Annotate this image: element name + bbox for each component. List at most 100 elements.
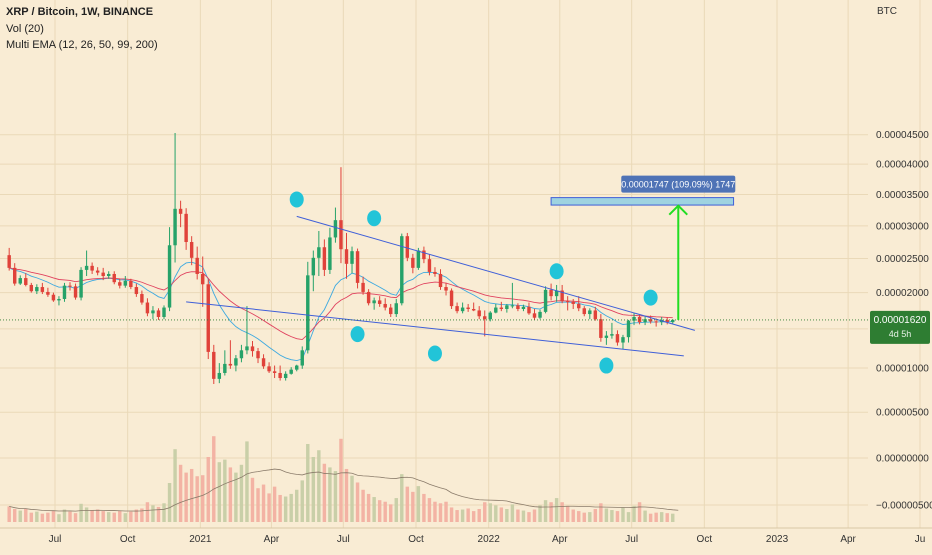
volume-bar bbox=[300, 480, 304, 522]
volume-bar bbox=[455, 510, 459, 522]
volume-bar bbox=[427, 498, 432, 522]
volume-bar bbox=[195, 476, 199, 522]
y-tick-label: 0.00003000 bbox=[876, 221, 929, 232]
volume-bar bbox=[400, 474, 404, 522]
y-tick-label: −0.00000500 bbox=[876, 501, 932, 512]
candle-body bbox=[361, 282, 365, 292]
volume-bar bbox=[18, 510, 22, 522]
candles bbox=[7, 132, 675, 385]
candle-body bbox=[57, 298, 61, 301]
candle-body bbox=[140, 294, 144, 303]
candle-body bbox=[234, 358, 238, 366]
volume-bar bbox=[261, 484, 266, 522]
volume-bar bbox=[173, 449, 177, 522]
candle-body bbox=[560, 290, 564, 302]
candle-body bbox=[521, 306, 526, 309]
candle-body bbox=[46, 291, 50, 295]
candle-body bbox=[648, 319, 653, 322]
volume-bar bbox=[289, 493, 293, 522]
candle-body bbox=[350, 251, 354, 264]
candle-body bbox=[466, 307, 470, 309]
volume-bar bbox=[654, 512, 658, 522]
candle-body bbox=[73, 286, 78, 298]
volume-bar bbox=[7, 506, 11, 522]
volume-bar bbox=[499, 507, 504, 522]
volume-bar bbox=[460, 509, 465, 522]
volume-bar bbox=[156, 506, 161, 522]
candle-body bbox=[84, 265, 89, 270]
volume-bar bbox=[626, 512, 631, 522]
candle-body bbox=[62, 285, 67, 299]
volume-bar bbox=[477, 509, 481, 522]
volume-bar bbox=[671, 513, 675, 522]
candle-body bbox=[549, 289, 553, 297]
candle-body bbox=[322, 247, 327, 270]
volume-bar bbox=[610, 510, 614, 522]
candle-body bbox=[477, 310, 481, 317]
x-tick-label: Jul bbox=[625, 534, 638, 545]
volume-bar bbox=[565, 505, 570, 522]
measure-badge bbox=[621, 175, 736, 193]
candle-body bbox=[538, 311, 542, 318]
volume-bar bbox=[272, 486, 277, 522]
candle-body bbox=[90, 265, 94, 271]
volume-bar bbox=[538, 505, 542, 522]
candle-body bbox=[615, 334, 620, 343]
volume-bar bbox=[621, 507, 625, 522]
volume-bar bbox=[532, 509, 537, 522]
drawings: 0.00001747 (109.09%) 1747 bbox=[0, 175, 868, 374]
candle-body bbox=[178, 208, 183, 214]
candle-body bbox=[267, 366, 271, 372]
candle-body bbox=[565, 301, 570, 303]
volume-bar bbox=[40, 513, 45, 522]
volume-bar bbox=[549, 502, 553, 522]
candle-body bbox=[223, 363, 227, 373]
volume-bar bbox=[510, 504, 515, 522]
volume-bar bbox=[366, 493, 371, 522]
candle-body bbox=[79, 269, 83, 298]
x-tick-label: Oct bbox=[408, 534, 424, 545]
x-tick-label: Jul bbox=[49, 534, 62, 545]
ema-legend[interactable]: Multi EMA (12, 26, 50, 99, 200) bbox=[6, 39, 158, 51]
candle-body bbox=[433, 271, 437, 274]
volume-bar bbox=[383, 501, 387, 522]
candle-body bbox=[156, 310, 161, 317]
volume-bar bbox=[543, 500, 548, 522]
volume-bar bbox=[79, 503, 83, 522]
y-tick-label: 0.00001000 bbox=[876, 364, 929, 375]
candle-body bbox=[317, 247, 321, 258]
volume-bar bbox=[217, 462, 222, 522]
volume-bar bbox=[24, 508, 28, 522]
volume-bar bbox=[389, 504, 393, 522]
volume-bar bbox=[184, 472, 188, 522]
volume-bar bbox=[405, 486, 410, 522]
candle-body bbox=[366, 291, 371, 304]
candle-body bbox=[632, 316, 636, 321]
x-tick-label: Jul bbox=[337, 534, 350, 545]
volume-bar bbox=[494, 505, 498, 522]
candle-body bbox=[405, 236, 410, 258]
x-tick-label: Oct bbox=[120, 534, 136, 545]
volume-bar bbox=[471, 511, 476, 522]
y-tick-label: 0.00000500 bbox=[876, 408, 929, 419]
volume-bar bbox=[637, 502, 642, 522]
candle-body bbox=[167, 245, 172, 308]
candle-body bbox=[599, 319, 603, 338]
y-tick-label: 0.00004500 bbox=[876, 130, 929, 141]
candle-body bbox=[593, 310, 598, 320]
candle-body bbox=[643, 319, 647, 323]
volume-bar bbox=[582, 512, 586, 522]
target-zone-box bbox=[550, 197, 735, 206]
volume-bar bbox=[411, 491, 415, 522]
countdown-label: 4d 5h bbox=[889, 329, 912, 339]
candle-body bbox=[278, 372, 282, 379]
candle-body bbox=[118, 282, 122, 286]
candle-body bbox=[272, 371, 277, 373]
volume-bar bbox=[256, 488, 260, 522]
candle-body bbox=[510, 305, 515, 307]
volume-legend[interactable]: Vol (20) bbox=[6, 23, 44, 35]
volume-bar bbox=[311, 457, 316, 522]
price-badge bbox=[870, 310, 930, 344]
